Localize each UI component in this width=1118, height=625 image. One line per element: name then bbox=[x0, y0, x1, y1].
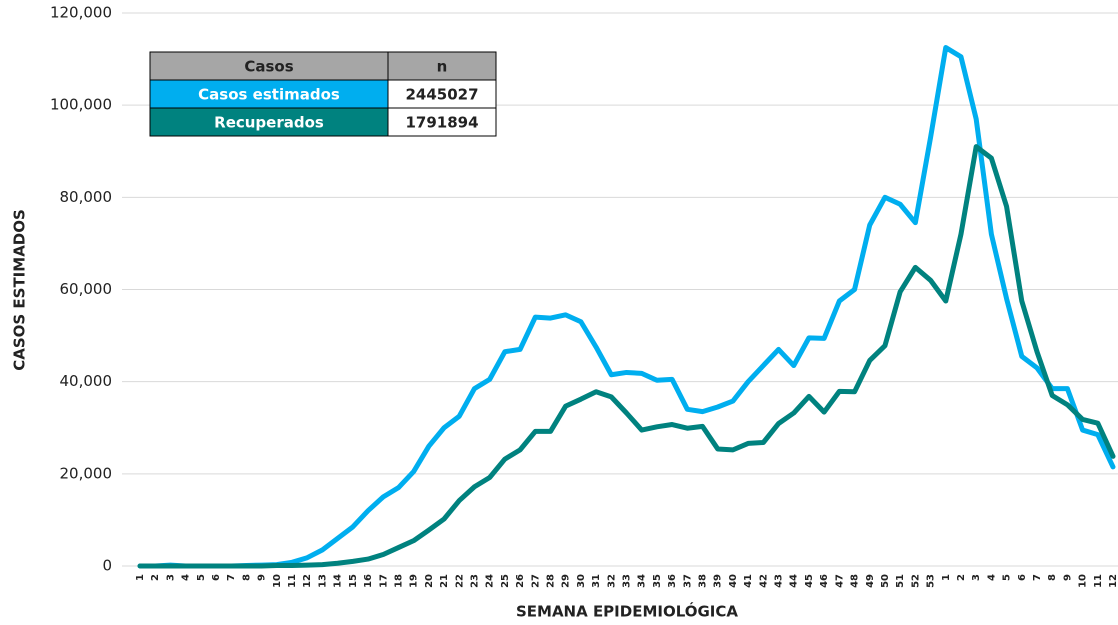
x-tick-label: 17 bbox=[378, 574, 389, 588]
x-tick-label: 16 bbox=[363, 574, 374, 588]
line-series bbox=[137, 144, 1116, 569]
y-tick-label: 60,000 bbox=[60, 280, 113, 298]
x-tick-label: 10 bbox=[272, 574, 283, 588]
x-tick-label: 4 bbox=[181, 574, 192, 581]
line-series bbox=[137, 45, 1116, 569]
x-tick-label: 3 bbox=[165, 574, 176, 581]
x-tick-label: 44 bbox=[789, 574, 800, 588]
y-tick-label: 40,000 bbox=[60, 372, 113, 390]
x-tick-label: 5 bbox=[1002, 574, 1013, 581]
x-tick-label: 6 bbox=[211, 574, 222, 581]
x-tick-label: 25 bbox=[500, 574, 511, 588]
x-tick-label: 37 bbox=[682, 574, 693, 588]
x-tick-label: 1 bbox=[941, 574, 952, 581]
x-tick-label: 38 bbox=[698, 574, 709, 588]
table-header: n bbox=[437, 58, 448, 76]
x-tick-label: 47 bbox=[834, 574, 845, 588]
x-tick-label: 24 bbox=[485, 574, 496, 588]
x-tick-label: 29 bbox=[561, 574, 572, 588]
legend-label: Recuperados bbox=[214, 114, 324, 132]
x-tick-label: 31 bbox=[591, 574, 602, 588]
x-tick-label: 48 bbox=[850, 574, 861, 588]
x-tick-label: 41 bbox=[743, 574, 754, 588]
x-tick-label: 2 bbox=[150, 574, 161, 581]
x-tick-label: 7 bbox=[226, 574, 237, 581]
legend-swatch bbox=[149, 107, 389, 137]
x-tick-label: 14 bbox=[333, 574, 344, 588]
y-tick-label: 80,000 bbox=[60, 188, 113, 206]
x-tick-label: 30 bbox=[576, 574, 587, 588]
x-tick-label: 6 bbox=[1017, 574, 1028, 581]
x-tick-label: 33 bbox=[622, 574, 633, 588]
x-tick-label: 15 bbox=[348, 574, 359, 588]
y-tick-label: 20,000 bbox=[60, 464, 113, 482]
y-tick-label: 100,000 bbox=[50, 96, 112, 114]
table-header-bg bbox=[149, 51, 497, 81]
x-tick-label: 7 bbox=[1032, 574, 1043, 581]
y-tick-label: 0 bbox=[102, 557, 112, 575]
x-tick-label: 12 bbox=[302, 574, 313, 588]
x-tick-label: 9 bbox=[1062, 574, 1073, 581]
table-header: Casos bbox=[244, 58, 293, 76]
table-cell bbox=[387, 107, 497, 137]
x-tick-label: 26 bbox=[515, 574, 526, 588]
x-tick-label: 39 bbox=[713, 574, 724, 588]
x-tick-label: 50 bbox=[880, 574, 891, 588]
x-tick-label: 42 bbox=[758, 574, 769, 588]
x-tick-label: 27 bbox=[530, 574, 541, 588]
x-tick-label: 51 bbox=[895, 574, 906, 588]
x-tick-label: 34 bbox=[637, 574, 648, 588]
y-axis-title: CASOS ESTIMADOS bbox=[11, 209, 29, 371]
legend-table: Casos n Casos estimados 2445027 Recuperados 1… bbox=[149, 51, 497, 137]
x-tick-label: 8 bbox=[1047, 574, 1058, 581]
x-tick-label: 5 bbox=[196, 574, 207, 581]
y-tick-label: 120,000 bbox=[50, 4, 112, 22]
x-tick-label: 35 bbox=[652, 574, 663, 588]
table-value: 1791894 bbox=[405, 114, 478, 132]
x-tick-label: 11 bbox=[287, 574, 298, 588]
x-tick-label: 36 bbox=[667, 574, 678, 588]
x-tick-label: 8 bbox=[241, 574, 252, 581]
x-tick-label: 3 bbox=[971, 574, 982, 581]
x-tick-label: 19 bbox=[409, 574, 420, 588]
x-tick-label: 46 bbox=[819, 574, 830, 588]
x-tick-label: 12 bbox=[1108, 574, 1118, 588]
legend-label: Casos estimados bbox=[198, 86, 340, 104]
x-tick-label: 20 bbox=[424, 574, 435, 588]
x-tick-label: 2 bbox=[956, 574, 967, 581]
x-tick-label: 10 bbox=[1078, 574, 1089, 588]
x-tick-label: 28 bbox=[545, 574, 556, 588]
x-tick-label: 45 bbox=[804, 574, 815, 588]
x-tick-label: 11 bbox=[1093, 574, 1104, 588]
x-tick-label: 40 bbox=[728, 574, 739, 588]
x-tick-label: 21 bbox=[439, 574, 450, 588]
x-tick-label: 22 bbox=[454, 574, 465, 588]
x-tick-label: 53 bbox=[926, 574, 937, 588]
x-tick-label: 9 bbox=[257, 574, 268, 581]
x-axis-title: SEMANA EPIDEMIOLÓGICA bbox=[516, 602, 738, 621]
x-tick-label: 4 bbox=[986, 574, 997, 581]
x-tick-label: 18 bbox=[393, 574, 404, 588]
table-value: 2445027 bbox=[405, 86, 478, 104]
x-tick-label: 52 bbox=[910, 574, 921, 588]
x-tick-label: 43 bbox=[774, 574, 785, 588]
x-tick-label: 1 bbox=[135, 574, 146, 581]
x-tick-label: 13 bbox=[317, 574, 328, 588]
x-tick-label: 32 bbox=[606, 574, 617, 588]
x-tick-label: 23 bbox=[469, 574, 480, 588]
x-tick-label: 49 bbox=[865, 574, 876, 588]
